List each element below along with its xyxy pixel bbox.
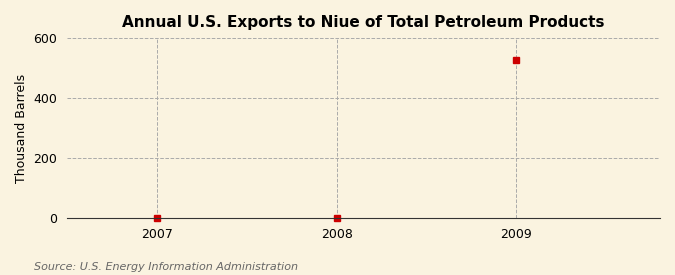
Text: Source: U.S. Energy Information Administration: Source: U.S. Energy Information Administ… bbox=[34, 262, 298, 272]
Y-axis label: Thousand Barrels: Thousand Barrels bbox=[15, 73, 28, 183]
Title: Annual U.S. Exports to Niue of Total Petroleum Products: Annual U.S. Exports to Niue of Total Pet… bbox=[122, 15, 605, 30]
